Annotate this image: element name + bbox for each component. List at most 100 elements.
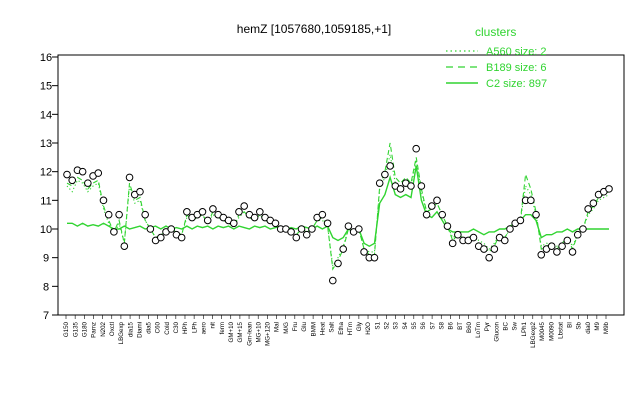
data-point <box>120 242 129 250</box>
x-tick-label: S5 <box>411 321 418 329</box>
x-tick-label: G135 <box>72 321 79 337</box>
y-tick-label: 13 <box>40 138 52 150</box>
data-point <box>318 210 327 219</box>
x-tick-label: aero <box>200 321 207 334</box>
data-point <box>443 222 452 230</box>
data-point <box>235 208 243 216</box>
x-tick-label: M/G <box>283 322 290 334</box>
data-point <box>454 230 462 239</box>
data-point <box>417 182 426 190</box>
data-point <box>469 233 478 242</box>
x-tick-label: S3 <box>393 321 400 329</box>
data-point <box>292 233 301 242</box>
data-point <box>240 202 248 210</box>
x-tick-label: Pyr <box>484 322 491 331</box>
x-tick-label: S6 <box>420 321 427 329</box>
data-point <box>506 225 514 233</box>
data-point <box>229 219 238 228</box>
x-tick-label: H2O <box>365 322 372 335</box>
y-tick-label: 15 <box>40 81 52 93</box>
x-tick-label: Gly <box>356 321 363 331</box>
series-line-dotted <box>66 154 610 268</box>
x-tick-label: G150 <box>63 321 70 337</box>
data-point <box>115 210 123 219</box>
data-point <box>563 236 572 245</box>
x-tick-label: Cold <box>164 321 171 334</box>
x-tick-label: Sb <box>576 321 583 329</box>
x-tick-label: LPh <box>191 321 198 333</box>
data-point <box>302 230 311 239</box>
x-tick-label: Fru <box>292 321 299 331</box>
data-point <box>375 179 384 187</box>
data-point <box>537 251 546 259</box>
data-point <box>547 242 556 250</box>
x-tick-label: S4 <box>402 321 409 329</box>
data-point <box>146 225 155 233</box>
x-tick-label: B60 <box>466 321 473 333</box>
x-tick-label: M0045 <box>539 321 546 340</box>
x-tick-label: HTm <box>347 322 354 335</box>
data-point <box>428 202 436 210</box>
x-tick-label: Diami <box>136 322 143 338</box>
data-point <box>553 248 561 256</box>
data-point <box>370 253 379 262</box>
data-point <box>141 210 149 219</box>
x-tick-label: Heat <box>319 322 326 335</box>
data-point <box>422 210 431 219</box>
data-point <box>323 219 332 228</box>
series-line-solid <box>67 165 609 248</box>
x-tick-label: GM+15 <box>237 321 244 342</box>
data-point <box>157 233 165 242</box>
data-point <box>328 276 337 285</box>
data-point <box>250 213 259 222</box>
plot-frame <box>57 54 625 316</box>
data-point <box>78 167 87 176</box>
x-tick-label: LBGexp <box>118 321 125 344</box>
legend-title: clusters <box>475 25 516 39</box>
x-tick-label: BMM <box>310 322 317 336</box>
x-tick-label: ferm <box>219 322 226 334</box>
data-point <box>386 162 394 170</box>
data-point <box>177 233 186 242</box>
data-point <box>167 225 176 233</box>
x-tick-label: BT <box>457 322 464 330</box>
x-tick-label: N202 <box>100 321 107 336</box>
x-axis: G150 G135 G180 Pamz N202 Oxctl LBGexp dia15 Diam… <box>63 315 610 348</box>
y-tick-label: 14 <box>40 109 52 121</box>
x-tick-label: LoTm <box>475 322 482 338</box>
data-point <box>344 222 353 230</box>
y-tick-label: 7 <box>43 310 49 322</box>
data-point <box>104 210 113 219</box>
series-line-dashed <box>66 142 610 271</box>
data-point <box>584 205 592 213</box>
data-point <box>287 228 295 236</box>
x-tick-label: M9b <box>603 321 610 334</box>
data-point <box>490 245 499 253</box>
x-tick-label: G180 <box>82 321 89 337</box>
data-point <box>516 216 525 225</box>
y-axis: 7 8 9 10 11 12 13 14 15 16 <box>40 52 58 322</box>
x-tick-label: Lbstat <box>557 322 564 339</box>
data-point <box>136 187 144 196</box>
y-tick-label: 12 <box>40 167 52 179</box>
data-point <box>99 196 108 205</box>
data-point <box>334 259 342 268</box>
data-point <box>412 144 420 153</box>
data-point <box>407 182 415 190</box>
data-point <box>84 179 92 187</box>
y-tick-label: 10 <box>40 224 52 236</box>
x-tick-label: BI <box>567 322 574 328</box>
x-tick-label: Oxctl <box>109 322 116 336</box>
y-tick-label: 16 <box>40 52 52 64</box>
x-tick-label: S8 <box>438 321 445 329</box>
data-point <box>480 245 488 253</box>
x-tick-label: MG+120 <box>265 321 272 345</box>
data-point <box>110 228 118 236</box>
data-point <box>203 216 212 225</box>
data-point <box>485 253 493 262</box>
legend-label-a560: A560 size: 2 <box>486 46 547 58</box>
x-tick-label: M9 <box>594 321 601 330</box>
x-tick-label: MG+10 <box>255 321 262 342</box>
data-point <box>438 210 447 219</box>
data-point <box>198 208 207 216</box>
